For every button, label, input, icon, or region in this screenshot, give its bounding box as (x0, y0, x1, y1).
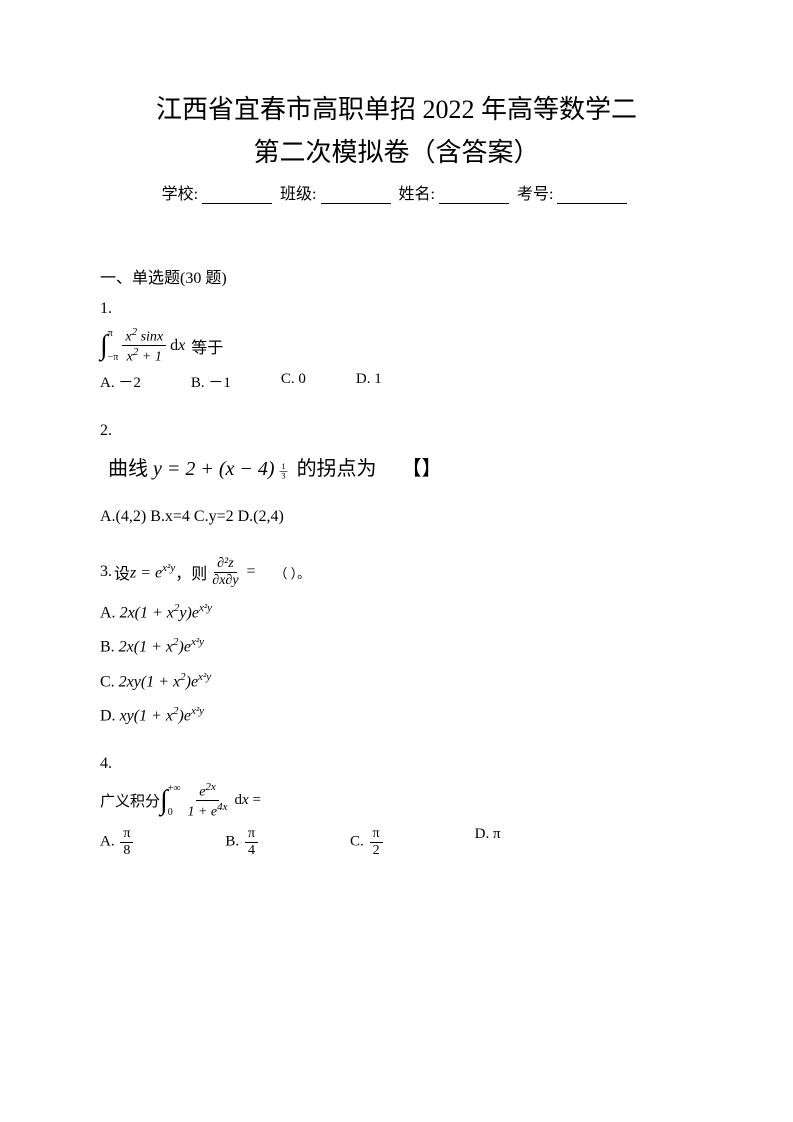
q2-exp-den: 3 (279, 473, 287, 482)
q3-num-inline: 3. (100, 563, 112, 581)
examno-blank (557, 188, 627, 204)
q4-optA: A. π8 (100, 826, 135, 858)
q2-bracket: 【】 (402, 458, 442, 480)
section-heading: 一、单选题(30 题) (100, 264, 693, 288)
q3-optA: A. 2x(1 + x2y)ex²y (100, 602, 693, 622)
info-line: 学校: 班级: 姓名: 考号: (100, 180, 693, 204)
name-label: 姓名: (399, 186, 435, 203)
q1-expression: ∫ π −π x2 sinx x2 + 1 dx 等于 (100, 326, 693, 365)
q3-prefix: 设 (114, 560, 130, 584)
q3-then: ，则 (175, 560, 207, 584)
q4-optB: B. π4 (225, 826, 260, 858)
q4-num: 4. (100, 755, 693, 773)
q3-stem: 3. 设 z = ex²y ，则 ∂²z ∂x∂y = （ ）。 (100, 556, 693, 588)
q4-optC: C. π2 (350, 826, 385, 858)
q1-optB: B. －1 (191, 371, 231, 392)
q1-options: A. －2 B. －1 C. 0 D. 1 (100, 371, 693, 392)
q2-exp-num: 1 (279, 463, 287, 473)
question-2: 2. 曲线 y = 2 + (x − 4) 13 的拐点为 【】 A.(4,2) … (100, 422, 693, 526)
q4-prefix: 广义积分 (100, 790, 160, 811)
q2-prefix: 曲线 (108, 458, 153, 480)
q2-expression: 曲线 y = 2 + (x − 4) 13 的拐点为 【】 (108, 452, 693, 488)
title-line1: 江西省宜春市高职单招 2022 年高等数学二 (100, 90, 693, 129)
school-blank (202, 188, 272, 204)
q3-optB: B. 2x(1 + x2)ex²y (100, 636, 693, 656)
q2-eq: y = 2 + (x − 4) (153, 458, 275, 480)
q2-options: A.(4,2) B.x=4 C.y=2 D.(2,4) (100, 508, 693, 526)
q3-optC: C. 2xy(1 + x2)ex²y (100, 671, 693, 691)
title-line2: 第二次模拟卷（含答案） (100, 133, 693, 172)
q1-optD: D. 1 (356, 371, 382, 392)
school-label: 学校: (162, 186, 198, 203)
q3-optD: D. xy(1 + x2)ex²y (100, 705, 693, 725)
class-label: 班级: (280, 186, 316, 203)
examno-label: 考号: (517, 186, 553, 203)
question-4: 4. 广义积分 ∫ +∞ 0 e2x 1 + e4x dx = A. π8 B.… (100, 755, 693, 858)
question-3: 3. 设 z = ex²y ，则 ∂²z ∂x∂y = （ ）。 A. 2x(1… (100, 556, 693, 725)
q1-optA: A. －2 (100, 371, 141, 392)
q1-num: 1. (100, 300, 693, 318)
q2-num: 2. (100, 422, 693, 440)
q4-optD: D. π (475, 826, 501, 858)
q1-suffix: 等于 (191, 334, 223, 358)
q3-paren: （ ）。 (274, 563, 310, 582)
q4-expression: 广义积分 ∫ +∞ 0 e2x 1 + e4x dx = (100, 781, 693, 820)
class-blank (321, 188, 391, 204)
q2-suffix: 的拐点为 (297, 458, 377, 480)
name-blank (439, 188, 509, 204)
q1-optC: C. 0 (281, 371, 306, 392)
question-1: 1. ∫ π −π x2 sinx x2 + 1 dx 等于 A. －2 B. … (100, 300, 693, 392)
q4-options: A. π8 B. π4 C. π2 D. π (100, 826, 693, 858)
